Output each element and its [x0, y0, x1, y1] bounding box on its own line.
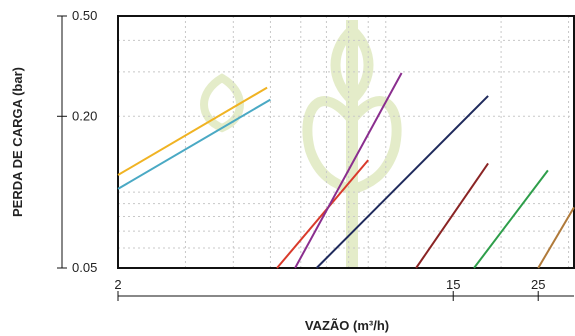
series-line-8 [537, 206, 575, 269]
y-tick-label: 0.50 [72, 8, 97, 23]
series-line-4 [294, 72, 403, 269]
x-tick-label: 25 [531, 277, 545, 292]
watermark-leaf [348, 96, 402, 195]
series-line-1 [117, 86, 268, 176]
watermark-leaf [302, 96, 356, 195]
series-line-2 [117, 98, 271, 190]
series-line-7 [473, 169, 549, 269]
y-axis: 0.05 0.20 0.50 [57, 8, 97, 275]
y-axis-title: PERDA DE CARGA (bar) [10, 67, 25, 217]
series-line-3 [276, 159, 369, 269]
y-tick-label: 0.05 [72, 260, 97, 275]
plot-frame [117, 15, 575, 269]
series-lines [117, 72, 575, 269]
series-line-6 [415, 162, 489, 269]
x-tick-label: 2 [114, 277, 121, 292]
y-tick-label: 0.20 [72, 108, 97, 123]
grid [118, 16, 574, 268]
x-axis: 2 15 25 [114, 277, 574, 301]
watermark-leaf [330, 23, 374, 107]
x-axis-title: VAZÃO (m³/h) [305, 318, 389, 333]
series-line-5 [315, 95, 489, 269]
x-tick-label: 15 [446, 277, 460, 292]
